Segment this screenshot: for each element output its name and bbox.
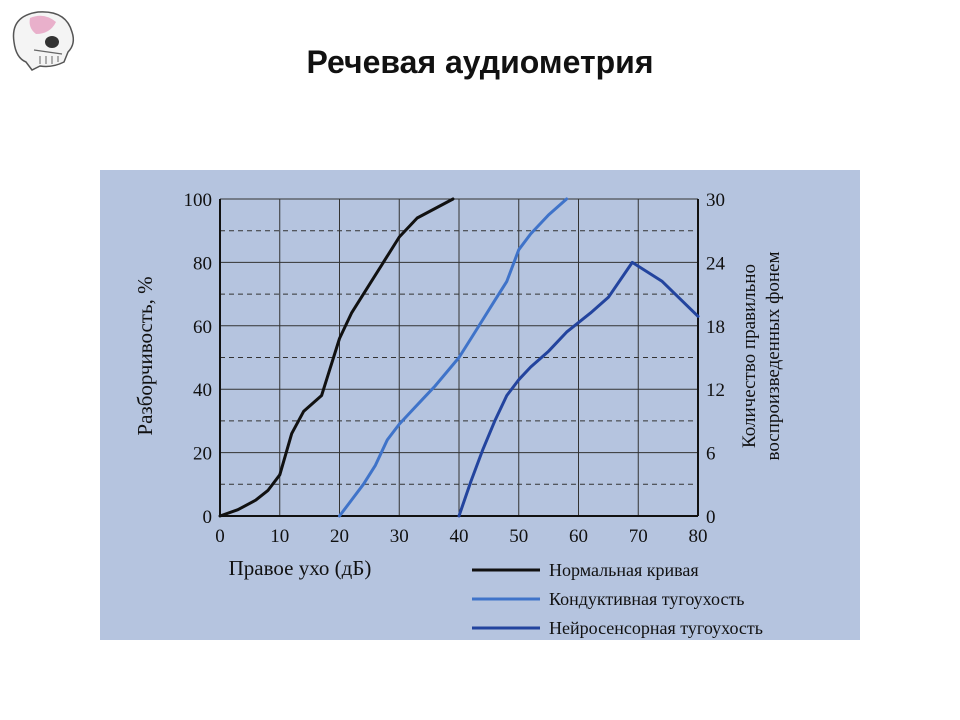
- x-tick-label: 0: [215, 526, 225, 547]
- legend-label: Нормальная кривая: [549, 560, 699, 580]
- slide-title: Речевая аудиометрия: [306, 44, 654, 80]
- series-line-1: [218, 197, 455, 518]
- y-tick-label-left: 100: [184, 190, 213, 211]
- x-tick-label: 80: [689, 526, 708, 547]
- chart-figure: 0 10 20 30 40 50 60 70 80 0 20 40 60 80 100 0 6 12 18 24 30 …: [100, 170, 860, 640]
- audiometry-chart: 0 10 20 30 40 50 60 70 800204060801000612182430 …: [133, 190, 784, 638]
- y-tick-label-left: 40: [193, 380, 212, 401]
- x-tick-label: 10: [270, 526, 289, 547]
- x-tick-label: 20: [330, 526, 349, 547]
- y-tick-label-right: 0: [706, 507, 716, 528]
- x-tick-label: 40: [450, 526, 469, 547]
- y-tick-label-right: 6: [706, 444, 716, 465]
- y-axis-label-right: Количество правильно воспроизведенных фон…: [739, 251, 784, 460]
- skull-icon: [12, 11, 75, 71]
- chart-series: [218, 197, 700, 518]
- legend-label: Нейросенсорная тугоухость: [549, 618, 763, 638]
- y-tick-label-left: 60: [193, 317, 212, 338]
- y-tick-label-left: 80: [193, 253, 212, 274]
- y-axis-label-right-line: Количество правильно: [739, 264, 760, 448]
- y-tick-label-right: 12: [706, 380, 725, 401]
- x-tick-label: 50: [509, 526, 528, 547]
- y-tick-label-right: 24: [706, 253, 726, 274]
- x-tick-label: 30: [390, 526, 409, 547]
- x-tick-label: 70: [629, 526, 648, 547]
- y-tick-label-right: 18: [706, 317, 725, 338]
- x-axis-label: Правое ухо (дБ): [229, 556, 372, 580]
- x-tick-label: 60: [569, 526, 588, 547]
- y-tick-label-left: 0: [203, 507, 213, 528]
- legend-label: Кондуктивная тугоухость: [549, 589, 745, 609]
- y-axis-label-right-line: воспроизведенных фонем: [763, 251, 784, 460]
- series-line-3: [457, 260, 700, 518]
- y-tick-label-right: 30: [706, 190, 725, 211]
- y-axis-label-left: Разборчивость, %: [133, 276, 157, 435]
- series-line-2: [338, 197, 569, 518]
- y-tick-label-left: 20: [193, 444, 212, 465]
- chart-legend: Нормальная кривая Кондуктивная тугоухость…: [472, 560, 763, 638]
